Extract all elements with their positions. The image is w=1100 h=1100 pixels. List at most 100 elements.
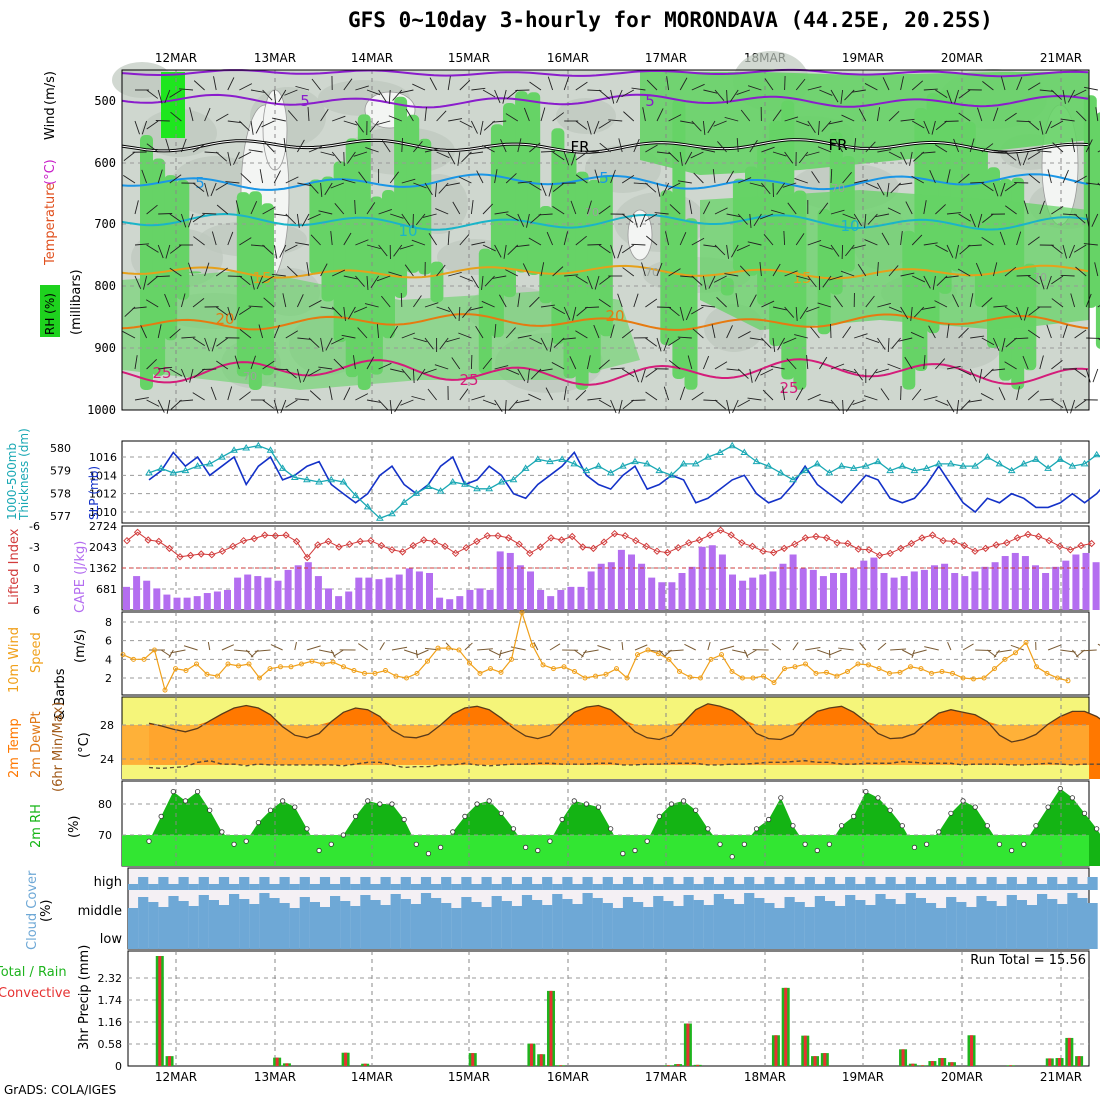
lifted-index-point [568,532,576,541]
wind-barb [202,212,217,215]
thickness-point [290,473,299,480]
wind-barb [955,244,960,259]
temp2m-tick-label: 28 [100,719,114,732]
wind-barb [631,243,646,246]
low-cloud-bar [309,918,320,949]
thickness-point [351,491,360,499]
thickness-point [205,459,214,467]
wind-barb [215,182,229,191]
wind-barb [1073,89,1087,97]
wind-barb [370,275,379,288]
lifted-index-point [812,532,820,541]
wind-barb [540,304,555,308]
wind-speed-point [708,656,714,662]
wind-speed-point [1023,640,1029,646]
thickness-point [801,466,809,474]
date-label-bottom: 12MAR [155,1070,197,1084]
wind-barb [308,337,320,348]
wind-barb [598,399,612,408]
wind-barb [863,395,878,401]
wind-barb [1016,231,1022,246]
wind-barb [169,174,182,184]
rh2m-point [510,826,517,832]
low-cloud-bar [542,918,553,949]
temp2m-axis-label: 2m Temp [7,718,22,778]
precip-convective-bar [813,1056,817,1066]
lifted-index-point [123,536,131,545]
wind-barb [546,231,554,246]
wind-barb [392,89,403,101]
contour-label: FR [570,138,589,156]
thickness-point [764,462,773,469]
wind-barb [341,334,356,339]
cape-bar [991,562,999,610]
wind-barb [447,306,457,319]
wind-barb-10m [488,649,501,657]
wind-barb [1004,361,1017,370]
wind-barb [1039,355,1044,370]
wind-barb [934,300,948,308]
wind-barb [726,368,741,371]
thickness-point [497,478,506,485]
rh2m-point [1081,810,1088,816]
precip-convective-bar [285,1063,289,1066]
wind-barb [575,275,588,284]
wind-barb [1027,151,1041,160]
middle-cloud-bar [764,903,775,918]
middle-cloud-bar [259,893,270,918]
high-cloud-bar [966,877,977,890]
wind-barb [935,244,948,252]
wind-barb-10m [254,649,271,652]
wind-barb [842,326,851,339]
wind-speed-point [194,661,199,667]
wind-speed-point [215,673,220,679]
high-cloud-bar [723,877,735,890]
wind-barb [970,181,985,184]
wind-barb [393,244,403,257]
wind-barb [297,337,312,340]
middle-cloud-bar [461,897,472,918]
wind-barb [141,120,148,135]
cape-bar [486,589,494,610]
rh-gray-patch [112,62,172,98]
wind-barb [506,89,519,100]
wind-barb [529,182,542,191]
high-cloud-bar [875,884,886,890]
precip-convective-bar [696,1064,700,1066]
wind-barb [594,275,600,290]
wind-barb-10m [634,644,648,651]
high-cloud-bar [168,884,179,890]
wind-barb [552,306,566,315]
wind-tick-label: 6 [105,635,112,648]
rh2m-point [1094,826,1100,832]
wind-barb [642,107,646,122]
middle-cloud-bar [279,903,290,918]
wind-barb [702,120,706,135]
cape-bar [506,552,514,610]
wind-barb-10m [667,649,684,652]
middle-cloud-bar [875,894,886,918]
wind-barb [505,269,519,277]
wind-barb [958,112,971,122]
wind-barb [786,358,797,370]
lifted-index-point [197,550,205,558]
wind-barb [991,368,1006,371]
cape-bar [314,576,322,610]
low-cloud-bar [330,918,341,949]
middle-cloud-bar [410,904,421,918]
wind-barb [707,120,716,134]
thickness-tick-label: 580 [50,442,71,455]
wind-barb [1027,82,1041,91]
wind-barb [227,231,234,246]
wind-barb [810,326,820,339]
lifted-index-point [632,536,640,545]
wind-barb-10m [828,649,831,659]
rh2m-axis-label: 2m RH [29,804,44,848]
wind-speed-point [246,661,252,667]
wind-barb-10m [477,648,493,651]
wind-barb [180,293,186,308]
wind-barb [551,362,565,370]
middle-cloud-bar [309,902,320,918]
wind-barb-10m [962,643,974,651]
wind-speed-point [866,662,871,668]
